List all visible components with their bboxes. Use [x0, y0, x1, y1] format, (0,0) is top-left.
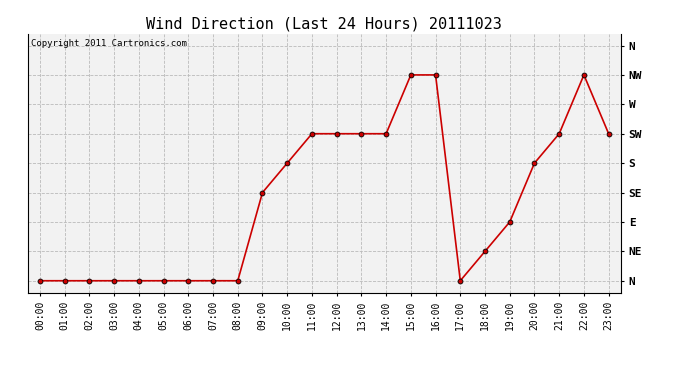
- Title: Wind Direction (Last 24 Hours) 20111023: Wind Direction (Last 24 Hours) 20111023: [146, 16, 502, 31]
- Text: Copyright 2011 Cartronics.com: Copyright 2011 Cartronics.com: [30, 39, 186, 48]
